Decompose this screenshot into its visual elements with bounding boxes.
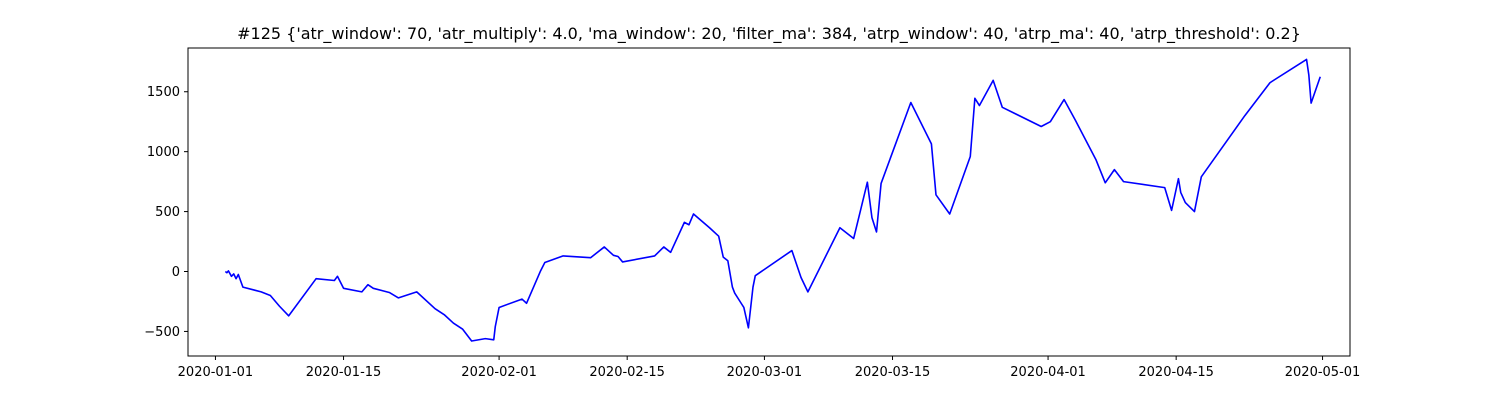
y-tick-label: 500 [155, 205, 180, 220]
chart-title: #125 {'atr_window': 70, 'atr_multiply': … [237, 24, 1301, 44]
y-tick-label: −500 [144, 325, 180, 340]
x-tick-label: 2020-03-01 [727, 365, 803, 380]
x-tick-label: 2020-03-15 [855, 365, 931, 380]
x-tick-label: 2020-04-01 [1010, 365, 1086, 380]
series-line-0 [224, 58, 1322, 342]
y-tick-label: 1500 [147, 85, 180, 100]
y-tick-label: 0 [172, 265, 180, 280]
y-tick-label: 1000 [147, 145, 180, 160]
x-tick-label: 2020-04-15 [1138, 365, 1214, 380]
x-tick-label: 2020-01-15 [306, 365, 382, 380]
x-tick-label: 2020-05-01 [1285, 365, 1361, 380]
x-tick-label: 2020-02-01 [461, 365, 537, 380]
x-tick-label: 2020-02-15 [589, 365, 665, 380]
x-tick-label: 2020-01-01 [178, 365, 254, 380]
plot-area [224, 58, 1322, 342]
axes: 2020-01-01 2020-01-15 2020-02-01 2020-02-15… [144, 47, 1361, 380]
plot-frame [187, 47, 1351, 357]
